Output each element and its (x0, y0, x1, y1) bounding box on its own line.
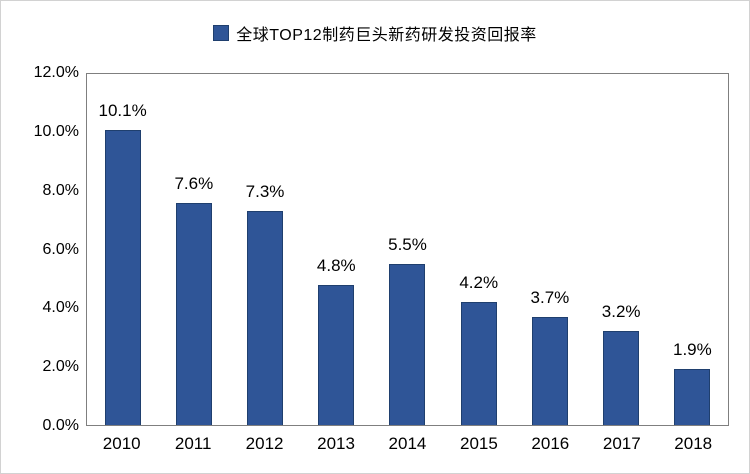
y-axis-tick-label: 2.0% (42, 358, 79, 376)
bar (531, 316, 568, 425)
bar-category-cell: 1.9% (657, 74, 728, 425)
y-axis-tick-label: 10.0% (33, 122, 79, 140)
bar (175, 202, 212, 425)
bar-value-label: 5.5% (388, 235, 427, 255)
bar (389, 264, 426, 425)
chart-legend: 全球TOP12制药巨头新药研发投资回报率 (1, 21, 749, 45)
bar-category-cell: 5.5% (372, 74, 443, 425)
legend-swatch-icon (213, 25, 230, 41)
y-axis-tick-label: 6.0% (42, 240, 79, 258)
x-axis-label: 2016 (531, 434, 570, 453)
x-axis-label: 2011 (174, 434, 212, 453)
y-axis-tick-label: 8.0% (42, 181, 79, 199)
bar (247, 211, 284, 425)
x-axis: 2010 2011 2012 2013 2014 2015 2016 2017 2018 (86, 434, 729, 454)
bar-category-cell: 3.2% (586, 74, 657, 425)
bar-value-label: 10.1% (98, 100, 147, 120)
plot-area: 10.1% 7.6% 7.3% 4.8% 5.5% 4.2% 3.7% 3.2% 1.9% (86, 73, 729, 426)
bar (460, 302, 497, 425)
bar-value-label: 1.9% (672, 340, 712, 360)
y-axis-tick-label: 4.0% (42, 299, 79, 317)
x-axis-label: 2017 (602, 434, 641, 453)
bar (318, 284, 355, 425)
x-axis-label: 2013 (317, 434, 355, 453)
bar-value-label: 7.3% (245, 182, 285, 202)
bar-category-cell: 7.6% (158, 74, 229, 425)
bar-value-label: 3.2% (601, 302, 641, 322)
bar-category-cell: 10.1% (87, 74, 158, 425)
bar (104, 129, 141, 425)
bar-category-cell: 4.8% (301, 74, 372, 425)
bar (674, 369, 711, 425)
x-axis-label: 2014 (388, 434, 427, 453)
y-axis-tick-label: 0.0% (42, 417, 79, 434)
bar-value-label: 4.8% (316, 255, 356, 275)
bar-value-label: 7.6% (174, 173, 214, 193)
y-axis-tick-label: 12.0% (33, 64, 79, 81)
bar (603, 331, 640, 425)
bar-value-label: 4.2% (459, 273, 499, 293)
x-axis-label: 2012 (245, 434, 284, 453)
bar-category-cell: 7.3% (229, 74, 300, 425)
legend-label: 全球TOP12制药巨头新药研发投资回报率 (236, 27, 537, 44)
bar-series: 10.1% 7.6% 7.3% 4.8% 5.5% 4.2% 3.7% 3.2% 1.9% (87, 74, 728, 425)
bar-category-cell: 3.7% (514, 74, 585, 425)
x-axis-label: 2018 (674, 434, 713, 453)
x-axis-label: 2015 (459, 434, 498, 453)
x-axis-label: 2010 (102, 434, 141, 453)
bar-value-label: 3.7% (530, 287, 570, 307)
bar-category-cell: 4.2% (443, 74, 514, 425)
